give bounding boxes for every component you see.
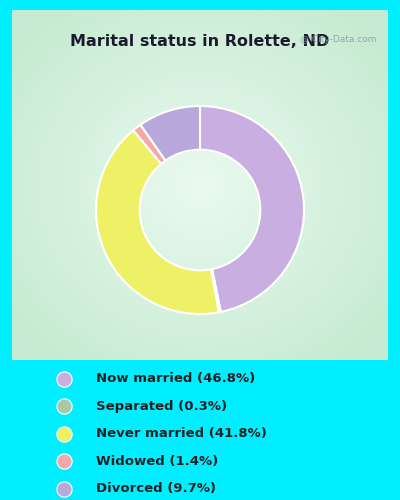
Wedge shape [211, 269, 221, 312]
Wedge shape [96, 130, 219, 314]
Text: Never married (41.8%): Never married (41.8%) [96, 427, 267, 440]
Wedge shape [133, 124, 166, 164]
Text: Widowed (1.4%): Widowed (1.4%) [96, 454, 218, 468]
Text: Marital status in Rolette, ND: Marital status in Rolette, ND [70, 34, 330, 50]
Text: Separated (0.3%): Separated (0.3%) [96, 400, 227, 413]
Wedge shape [200, 106, 304, 312]
Wedge shape [140, 106, 200, 160]
Text: Now married (46.8%): Now married (46.8%) [96, 372, 255, 386]
Text: @ City-Data.com: @ City-Data.com [300, 34, 377, 43]
Text: Divorced (9.7%): Divorced (9.7%) [96, 482, 216, 495]
